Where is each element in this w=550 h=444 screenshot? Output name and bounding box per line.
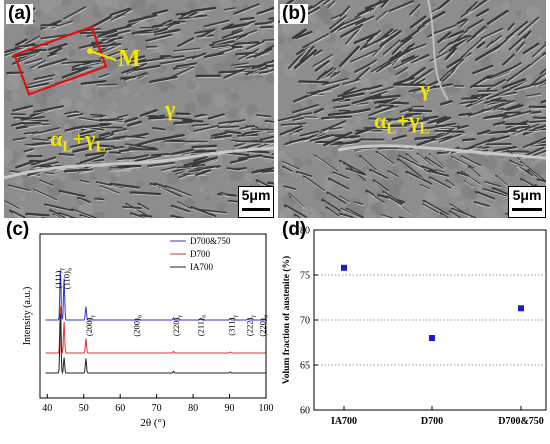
- scale-bar-b: 5μm: [508, 186, 546, 218]
- scale-bar-a: 5μm: [238, 186, 274, 218]
- annotation-alpha-gamma-b: αL+γL: [374, 108, 430, 138]
- xrd-peak-label: (220)α: [257, 314, 269, 336]
- panel-label-c: (c): [4, 220, 31, 240]
- fraction-point-D700: [429, 335, 435, 341]
- xrd-x-tick-label: 60: [115, 403, 125, 414]
- fraction-y-axis-label: Volum fraction of austenite (%): [281, 256, 292, 384]
- scale-bar-label-a: 5μm: [242, 187, 271, 203]
- xrd-x-tick-label: 80: [188, 403, 198, 414]
- annotation-gamma-a: γ: [165, 96, 175, 122]
- xrd-x-tick-label: 50: [79, 403, 89, 414]
- fraction-x-tick-label: IA700: [331, 416, 357, 427]
- xrd-x-tick-label: 90: [225, 403, 235, 414]
- xrd-peak-label: (211)α: [195, 314, 207, 336]
- xrd-peak-label: (200)γ: [84, 315, 96, 336]
- micrograph-a-overlay: [4, 0, 274, 218]
- fraction-point-IA700: [341, 265, 347, 271]
- fraction-x-tick-label: D700&750: [498, 416, 544, 427]
- fraction-point-D700&750: [518, 305, 524, 311]
- fraction-y-tick-label: 60: [300, 406, 310, 417]
- annotation-alpha-gamma-a: αL+γL: [50, 126, 106, 156]
- xrd-x-tick-label: 100: [259, 403, 274, 414]
- xrd-chart: 40 50 60 70 80 90 100 2θ (°) Intensity (a.u.) D70…: [0, 220, 276, 439]
- micrograph-a: (a) M γ αL+γL 5μm: [4, 0, 274, 218]
- xrd-peak-label: (200)α: [132, 314, 144, 336]
- panel-label-d: (d): [280, 220, 308, 240]
- xrd-x-tick-label: 40: [42, 403, 52, 414]
- panel-label-b: (b): [280, 4, 308, 24]
- region-box-m: [15, 27, 106, 95]
- xrd-peak-label: (220)γ: [171, 315, 183, 336]
- pointer-dot-m: [87, 48, 93, 54]
- xrd-peak-label: (311)γ: [226, 315, 238, 336]
- fraction-y-tick-label: 75: [300, 271, 310, 282]
- annotation-m-a: M: [118, 46, 141, 73]
- scale-bar-label-b: 5μm: [513, 187, 542, 203]
- xrd-x-tick-label: 70: [152, 403, 162, 414]
- xrd-series-D700&750: [46, 271, 266, 320]
- xrd-legend-label: D700&750: [190, 236, 231, 246]
- xrd-y-axis-label: Intensity (a.u.): [22, 287, 33, 346]
- annotation-gamma-b: γ: [420, 76, 430, 102]
- micrograph-b: (b) γ αL+γL 5μm: [278, 0, 546, 218]
- fraction-y-tick-label: 65: [300, 361, 310, 372]
- xrd-legend-label: IA700: [190, 262, 213, 272]
- fraction-x-tick-label: D700: [421, 416, 443, 427]
- fraction-y-tick-label: 70: [300, 316, 310, 327]
- xrd-x-axis-label: 2θ (°): [140, 417, 166, 429]
- xrd-chart-panel: 40 50 60 70 80 90 100 2θ (°) Intensity (a.u.) D70…: [0, 220, 276, 439]
- xrd-legend-label: D700: [190, 249, 210, 259]
- xrd-peak-label: (222)γ: [245, 315, 257, 336]
